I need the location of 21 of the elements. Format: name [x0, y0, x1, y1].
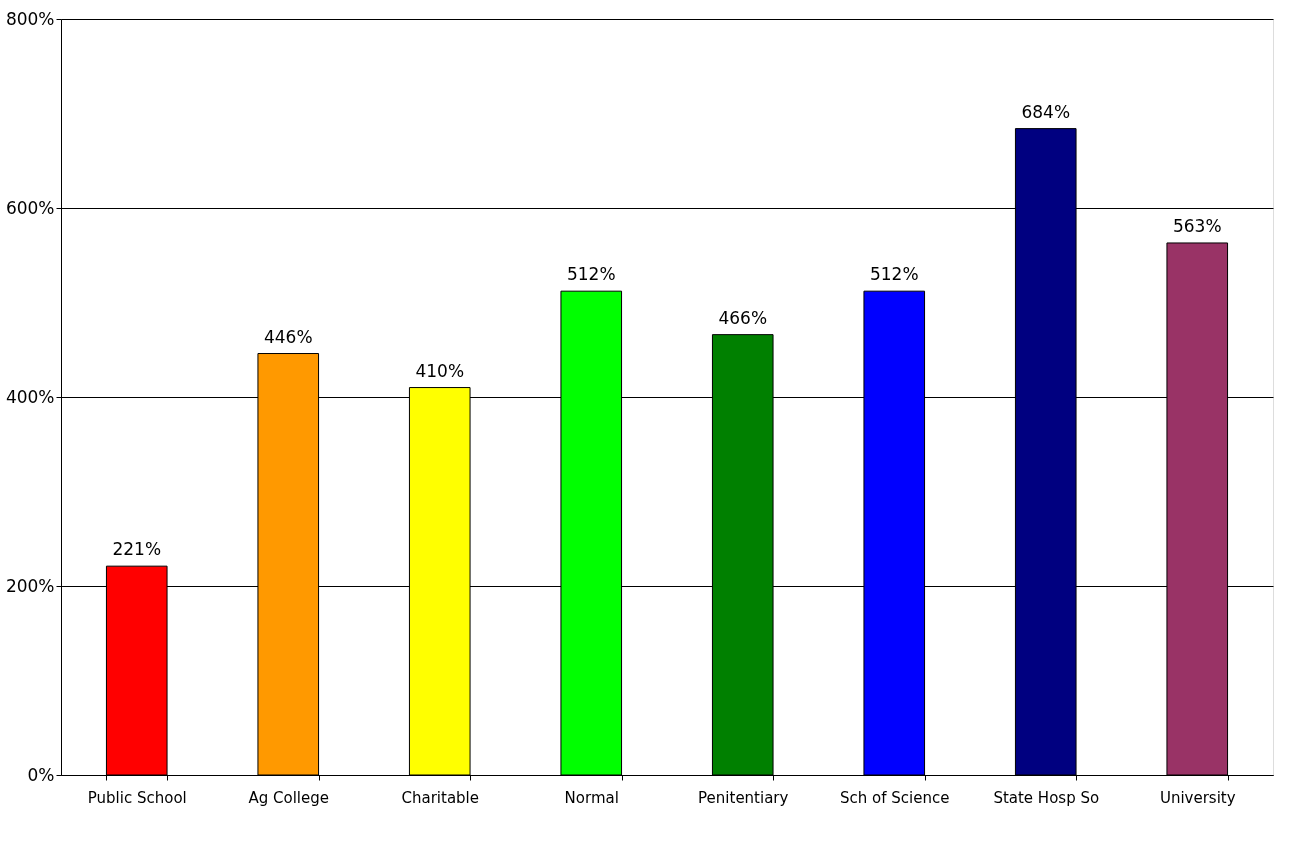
y-tick-label: 400% [5, 386, 55, 407]
data-label: 684% [1021, 101, 1071, 122]
x-tick-label: Normal [564, 788, 619, 807]
x-tick-label: State Hosp So [993, 788, 1100, 807]
data-label: 446% [263, 326, 313, 347]
data-label: 512% [566, 264, 616, 285]
x-tick-label: Penitentiary [698, 788, 789, 807]
x-tick-label: Sch of Science [840, 788, 950, 807]
y-tick-label: 800% [5, 8, 55, 29]
y-tick-label: 200% [5, 575, 55, 596]
x-tick-label: Public School [87, 788, 187, 807]
data-label: 466% [718, 307, 768, 328]
x-tick-label: University [1159, 788, 1236, 807]
y-tick-label: 0% [27, 764, 55, 785]
data-label: 221% [112, 539, 162, 560]
data-label: 512% [869, 264, 919, 285]
x-tick-label: Ag College [248, 788, 330, 807]
x-tick-label: Charitable [401, 788, 479, 807]
data-label: 563% [1172, 215, 1222, 236]
data-label: 410% [415, 360, 465, 381]
y-tick-label: 600% [5, 197, 55, 218]
